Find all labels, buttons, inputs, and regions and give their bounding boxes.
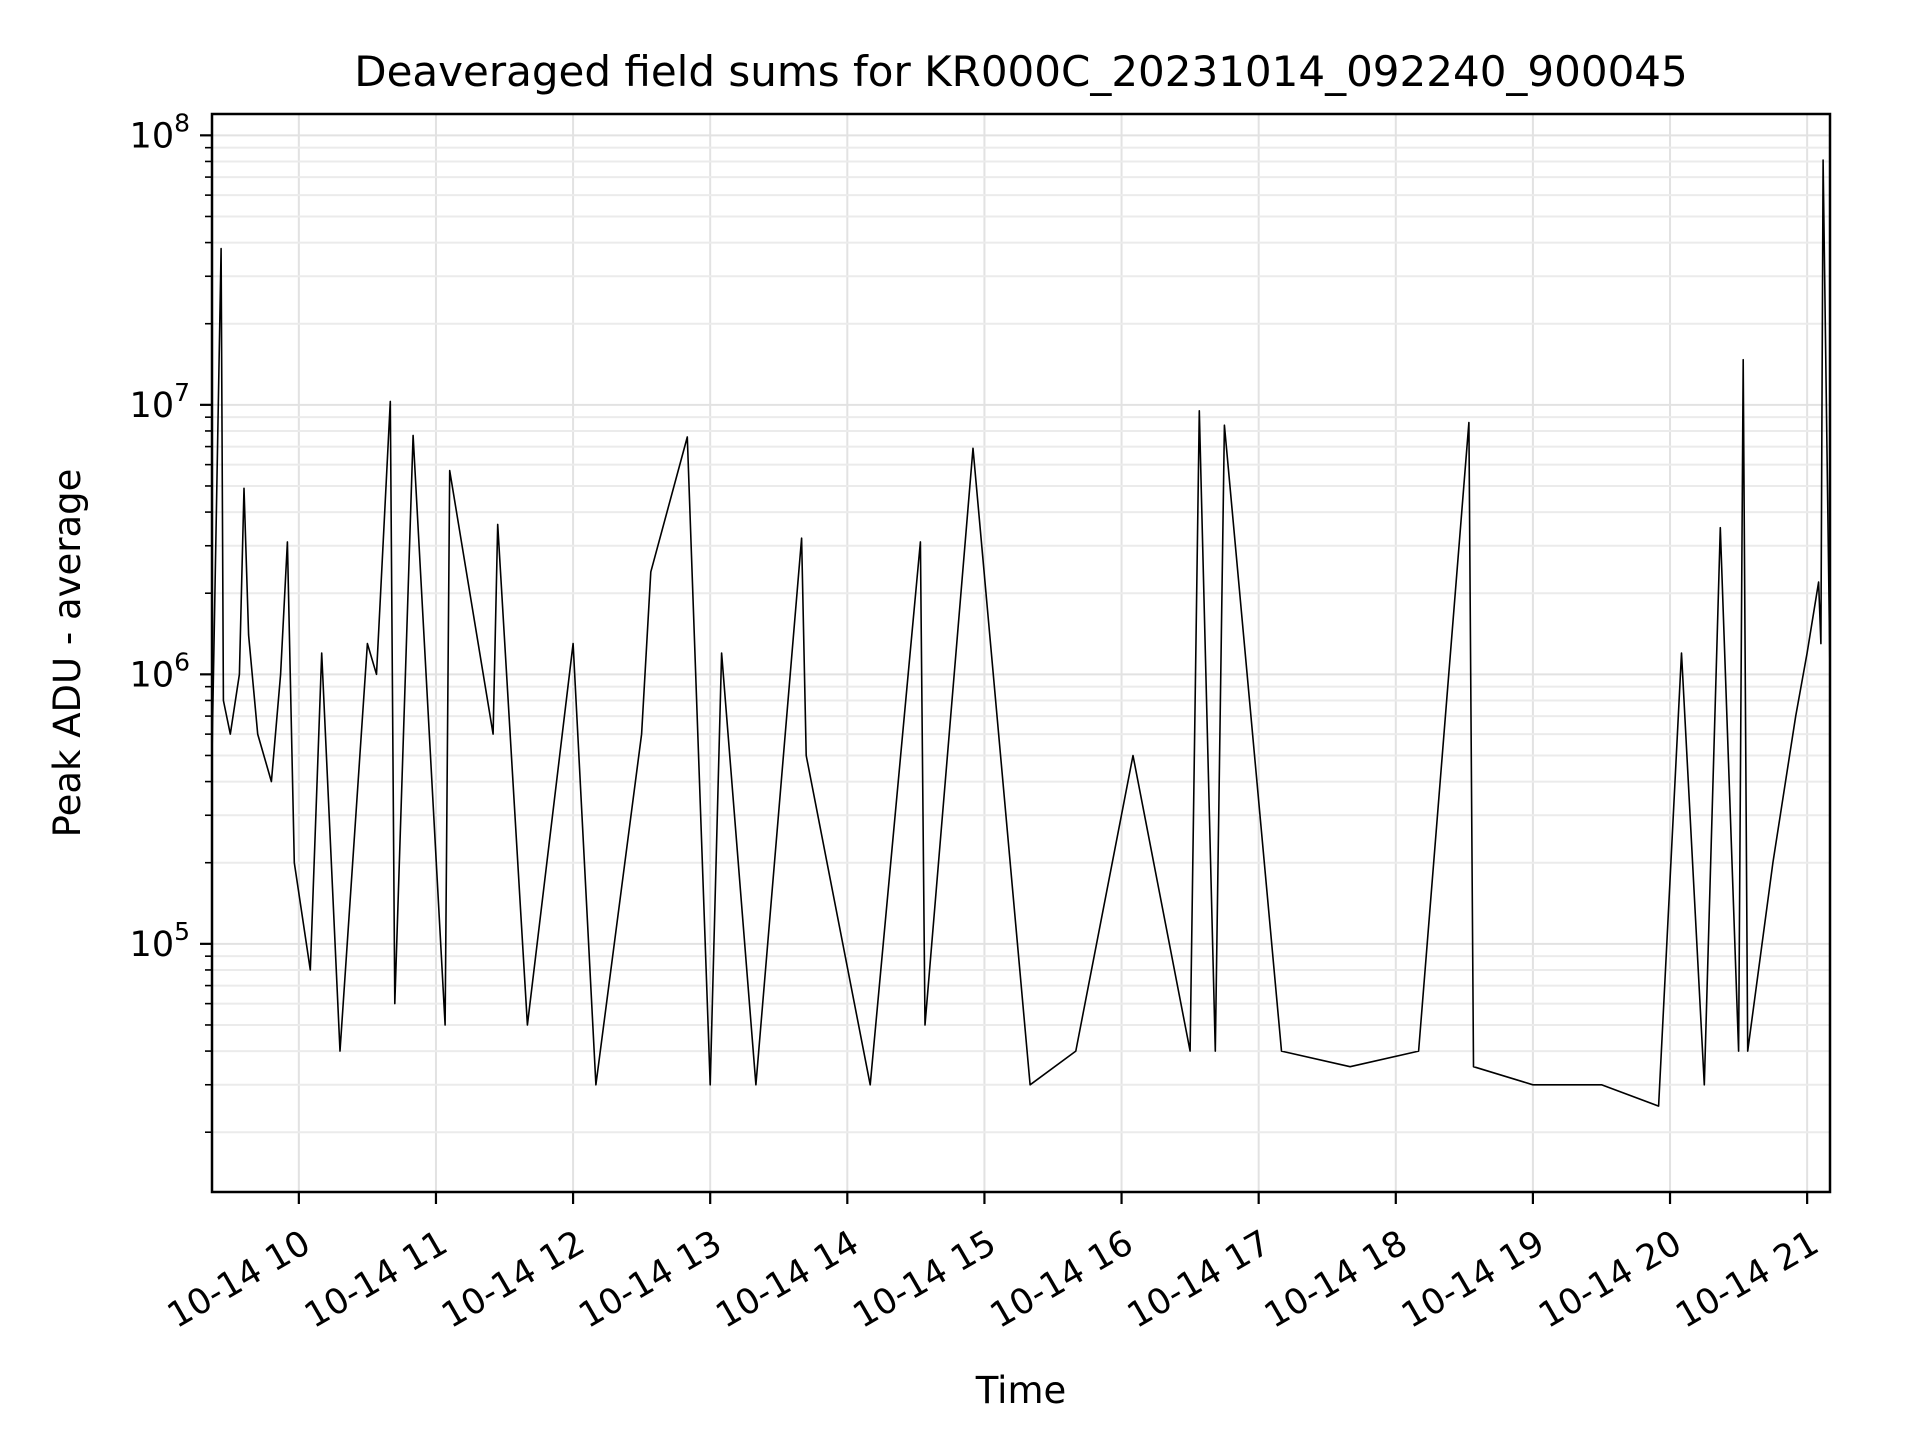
x-tick-label: 10-14 16 — [984, 1223, 1140, 1336]
series-layer — [212, 159, 1830, 1107]
x-tick-label: 10-14 20 — [1532, 1223, 1688, 1336]
x-tick-label: 10-14 12 — [435, 1223, 591, 1336]
x-tick-label: 10-14 15 — [847, 1223, 1003, 1336]
plot-area-frame — [210, 112, 1832, 1194]
series-line-0 — [212, 159, 1830, 1107]
y-tick-label: 105 — [130, 917, 190, 965]
y-axis-label: Peak ADU - average — [46, 469, 89, 838]
y-tick-label: 107 — [130, 378, 190, 426]
y-tick-label: 106 — [130, 647, 190, 695]
x-tick-label: 10-14 18 — [1258, 1223, 1414, 1336]
x-tick-label: 10-14 17 — [1121, 1223, 1277, 1336]
grid — [212, 114, 1830, 1192]
series-group — [212, 159, 1830, 1107]
x-tick-label: 10-14 10 — [161, 1223, 317, 1336]
x-tick-label: 10-14 14 — [710, 1223, 866, 1336]
y-tick-label: 108 — [130, 108, 190, 156]
chart-title: Deaveraged field sums for KR000C_2023101… — [354, 47, 1688, 96]
x-tick-label: 10-14 21 — [1669, 1223, 1825, 1336]
x-tick-label: 10-14 13 — [572, 1223, 728, 1336]
x-axis-label: Time — [975, 1369, 1067, 1412]
x-tick-label: 10-14 19 — [1395, 1223, 1551, 1336]
x-tick-label: 10-14 11 — [298, 1223, 454, 1336]
